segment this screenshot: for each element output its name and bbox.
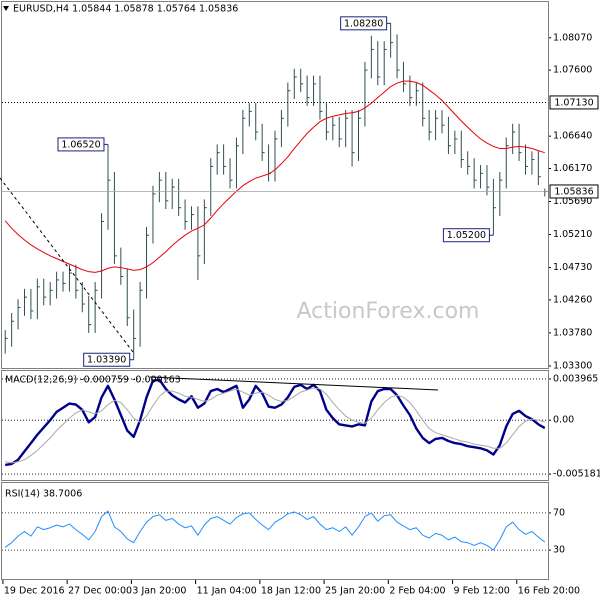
y-tick-label: 0.00 [553, 415, 574, 426]
price-panel-frame [1, 1, 549, 369]
rsi-panel-frame [1, 482, 549, 580]
x-tick-label: 16 Feb 20:00 [518, 586, 580, 597]
panel-title: RSI(14) 38.7006 [5, 489, 82, 500]
x-tick-label: 3 Jan 20:00 [132, 586, 186, 597]
x-tick-label: 11 Jan 04:00 [197, 586, 257, 597]
level-label: 1.07130 [554, 97, 593, 108]
annotation-label: 1.08280 [344, 18, 383, 29]
x-tick-label: 19 Dec 2016 [4, 586, 65, 597]
x-tick-label: 27 Dec 00:00 [68, 586, 132, 597]
watermark: ActionForex.com [297, 299, 480, 324]
annotation-box [340, 16, 388, 31]
annotation-label: 1.05200 [447, 230, 486, 241]
chart-title: EURUSD,H4 1.05844 1.05878 1.05764 1.0583… [13, 4, 238, 15]
annotation-label: 1.03390 [87, 355, 126, 366]
x-tick-label: 25 Jan 20:00 [325, 586, 385, 597]
y-tick-label: 1.04730 [553, 262, 592, 273]
y-tick-label: 1.03300 [553, 360, 592, 371]
series-line [4, 510, 546, 551]
series-line [5, 387, 545, 464]
trend-line [0, 177, 134, 353]
macd-trend-line [149, 376, 439, 391]
x-tick-label: 2 Feb 04:00 [389, 586, 445, 597]
plot-layer: ActionForex.com 1.08070 1.07600 1.06640 1.06… [2, 4, 600, 597]
moving-average [4, 80, 545, 273]
y-tick-label: 1.06640 [553, 131, 592, 142]
y-tick-label: 1.08070 [553, 32, 592, 43]
last-price-box [549, 184, 599, 199]
y-tick-label: 0.003965 [553, 373, 598, 384]
y-tick-label: 1.07600 [553, 65, 592, 76]
x-tick-label: 18 Jan 12:00 [261, 586, 321, 597]
y-tick-label: 30 [553, 545, 565, 556]
y-tick-label: 70 [553, 507, 565, 518]
y-tick-label: -0.005181 [553, 469, 600, 480]
annotation-label: 1.06520 [61, 139, 100, 150]
panel-title: MACD(12,26,9) -0.000759 -0.000163 [5, 375, 181, 386]
y-tick-label: 1.05690 [553, 196, 592, 207]
annotation-box [442, 228, 490, 243]
macd-panel-frame [1, 370, 549, 481]
menu-icon[interactable] [3, 6, 9, 11]
y-tick-label: 1.05210 [553, 229, 592, 240]
x-tick-label: 9 Feb 12:00 [454, 586, 510, 597]
level-box [549, 95, 599, 110]
annotation-box [83, 352, 131, 367]
y-tick-label: 1.03780 [553, 327, 592, 338]
series-line [5, 378, 546, 467]
annotation-box [57, 137, 105, 152]
last-price-label: 1.05836 [554, 186, 593, 197]
y-tick-label: 1.04260 [553, 294, 592, 305]
y-tick-label: 1.06170 [553, 163, 592, 174]
